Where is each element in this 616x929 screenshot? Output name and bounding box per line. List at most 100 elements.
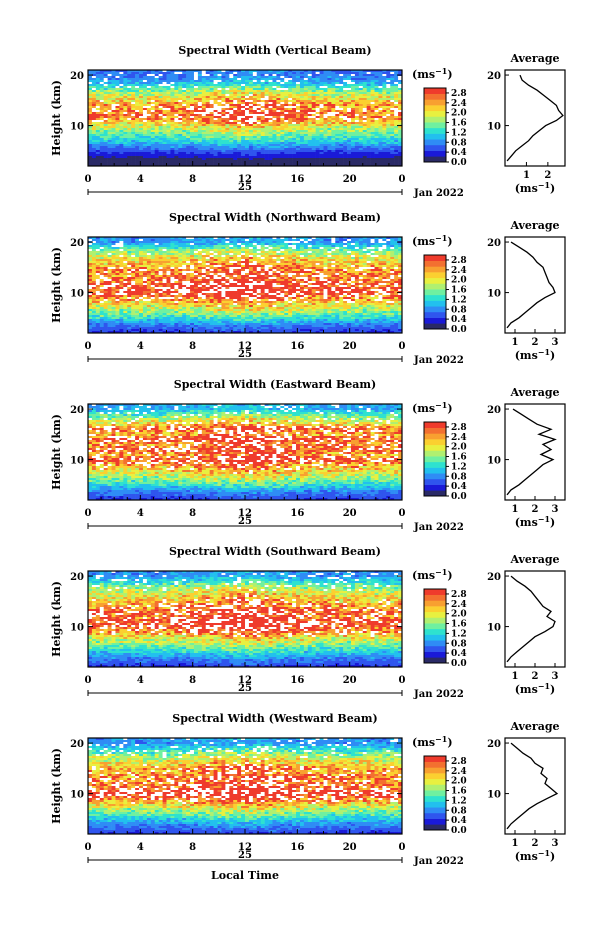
heatmap-cell — [178, 120, 183, 123]
heatmap-cell — [343, 243, 348, 246]
heatmap-cell — [390, 152, 395, 155]
heatmap-cell — [103, 114, 108, 117]
panel-title: Spectral Width (Northward Beam) — [169, 211, 381, 224]
heatmap-cell — [276, 140, 281, 143]
heatmap-cell — [162, 138, 167, 141]
heatmap-cell — [370, 106, 375, 109]
heatmap-cell — [248, 98, 254, 101]
heatmap-cell — [398, 114, 403, 117]
heatmap-cell — [229, 259, 234, 262]
heatmap-cell — [386, 249, 391, 252]
heatmap-cell — [296, 74, 301, 77]
heatmap-cell — [221, 74, 226, 77]
heatmap-cell — [174, 152, 179, 155]
heatmap-cell — [323, 128, 328, 131]
heatmap-cell — [394, 160, 399, 163]
heatmap-cell — [343, 140, 348, 143]
heatmap-cell — [178, 132, 183, 135]
heatmap-cell — [127, 112, 132, 115]
heatmap-cell — [303, 82, 309, 85]
heatmap-cell — [248, 94, 254, 97]
heatmap-cell — [115, 249, 120, 252]
heatmap-cell — [209, 164, 214, 167]
heatmap-cell — [319, 72, 324, 75]
heatmap-cell — [245, 78, 250, 81]
heatmap-cell — [260, 124, 265, 127]
heatmap-cell — [398, 92, 403, 95]
heatmap-cell — [237, 237, 242, 240]
heatmap-cell — [331, 78, 336, 81]
heatmap-cell — [115, 150, 120, 153]
heatmap-cell — [327, 259, 332, 262]
heatmap-cell — [264, 128, 269, 131]
heatmap-cell — [107, 239, 112, 242]
heatmap-cell — [296, 122, 301, 125]
heatmap-cell — [284, 108, 289, 111]
heatmap-cell — [311, 162, 316, 165]
heatmap-cell — [315, 154, 320, 157]
heatmap-cell — [217, 253, 222, 256]
heatmap-cell — [158, 80, 163, 83]
heatmap-cell — [362, 96, 367, 99]
heatmap-cell — [193, 156, 199, 159]
heatmap-cell — [299, 94, 305, 97]
heatmap-cell — [323, 146, 328, 149]
heatmap-cell — [256, 146, 261, 149]
heatmap-cell — [331, 140, 336, 143]
heatmap-cell — [241, 108, 246, 111]
colorbar-tick-label: 0.0 — [451, 158, 467, 168]
heatmap-cell — [394, 259, 399, 262]
heatmap-cell — [370, 116, 375, 119]
heatmap-cell — [272, 100, 277, 103]
heatmap-cell — [354, 106, 360, 109]
heatmap-cell — [366, 247, 371, 250]
heatmap-cell — [358, 120, 364, 123]
heatmap-cell — [335, 90, 340, 93]
heatmap-cell — [390, 88, 395, 91]
heatmap-cell — [398, 154, 403, 157]
heatmap-cell — [103, 112, 108, 115]
heatmap-cell — [276, 138, 281, 141]
heatmap-cell — [307, 162, 313, 165]
heatmap-cell — [331, 92, 336, 95]
heatmap-cell — [299, 122, 305, 125]
heatmap-cell — [394, 114, 399, 117]
heatmap-cell — [323, 84, 328, 87]
heatmap-cell — [311, 106, 316, 109]
heatmap-cell — [260, 257, 265, 260]
heatmap-cell — [107, 152, 112, 155]
heatmap-cell — [131, 74, 136, 77]
heatmap-cell — [186, 132, 191, 135]
heatmap-cell — [358, 245, 364, 248]
heatmap-cell — [366, 124, 371, 127]
heatmap-cell — [123, 108, 128, 111]
heatmap-cell — [323, 247, 328, 250]
heatmap-cell — [398, 100, 403, 103]
heatmap-cell — [146, 148, 152, 151]
heatmap-cell — [347, 96, 352, 99]
heatmap-cell — [382, 86, 387, 89]
heatmap-cell — [95, 140, 101, 143]
heatmap-cell — [354, 134, 360, 137]
heatmap-cell — [221, 114, 226, 117]
heatmap-cell — [135, 237, 140, 240]
heatmap-cell — [280, 94, 285, 97]
heatmap-cell — [272, 76, 277, 79]
heatmap-cell — [131, 90, 136, 93]
heatmap-cell — [362, 148, 367, 151]
heatmap-cell — [178, 126, 183, 129]
heatmap-cell — [95, 78, 101, 81]
heatmap-cell — [390, 124, 395, 127]
heatmap-cell — [154, 118, 159, 121]
heatmap-cell — [245, 98, 250, 101]
heatmap-cell — [350, 134, 356, 137]
heatmap-cell — [217, 247, 222, 250]
heatmap-cell — [201, 128, 207, 131]
heatmap-cell — [398, 130, 403, 133]
heatmap-cell — [233, 80, 238, 83]
heatmap-cell — [319, 243, 324, 246]
heatmap-cell — [107, 148, 112, 151]
heatmap-cell — [362, 98, 367, 101]
heatmap-cell — [166, 142, 171, 145]
heatmap-cell — [233, 261, 238, 264]
